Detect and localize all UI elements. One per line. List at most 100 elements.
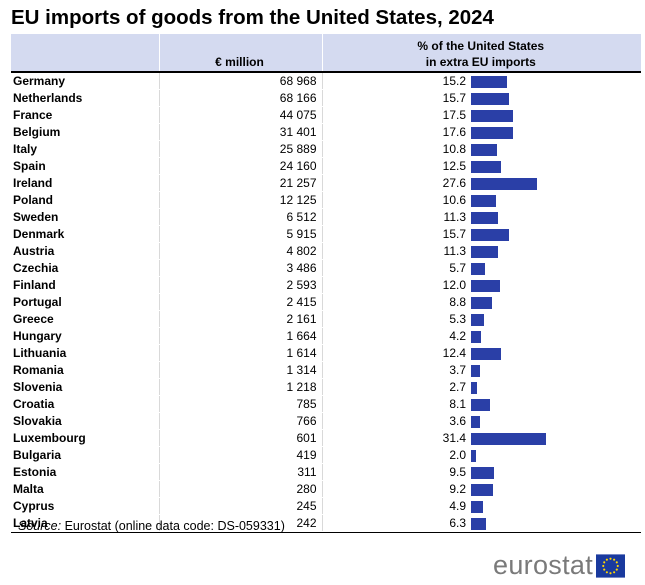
value-cell: 280 (159, 480, 323, 498)
value-cell: 68 968 (159, 71, 323, 90)
percent-cell: 8.8 (322, 293, 471, 311)
country-cell: Ireland (11, 174, 160, 192)
percent-bar-cell (471, 361, 641, 379)
value-cell: 44 075 (159, 106, 323, 124)
table-row: Luxembourg 601 31.4 (11, 429, 641, 447)
percent-bar (471, 347, 501, 360)
percent-bar-cell (471, 259, 641, 277)
value-cell: 2 415 (159, 293, 323, 311)
table-row: Finland 2 593 12.0 (11, 276, 641, 294)
value-cell: 785 (159, 395, 323, 413)
percent-bar-cell (471, 378, 641, 396)
percent-cell: 4.9 (322, 497, 471, 515)
percent-cell: 5.7 (322, 259, 471, 277)
eu-flag-star (609, 557, 612, 560)
value-cell: 245 (159, 497, 323, 515)
percent-cell: 8.1 (322, 395, 471, 413)
page-title: EU imports of goods from the United Stat… (11, 6, 494, 29)
country-cell: Slovakia (11, 412, 160, 430)
percent-bar (471, 466, 494, 479)
percent-cell: 4.2 (322, 327, 471, 345)
table-row: Slovenia 1 218 2.7 (11, 378, 641, 396)
percent-bar-cell (471, 514, 641, 532)
value-cell: 4 802 (159, 242, 323, 260)
country-cell: Luxembourg (11, 429, 160, 447)
country-cell: Poland (11, 191, 160, 209)
percent-bar-cell (471, 327, 641, 345)
table-row: Italy 25 889 10.8 (11, 140, 641, 158)
percent-cell: 9.2 (322, 480, 471, 498)
percent-bar (471, 143, 497, 156)
percent-bar (471, 109, 513, 122)
country-cell: Germany (11, 71, 160, 90)
eu-flag-star (605, 570, 608, 573)
percent-bar (471, 364, 480, 377)
country-cell: Netherlands (11, 89, 160, 107)
percent-bar (471, 177, 537, 190)
eurostat-logo-text: eurostat (493, 550, 593, 580)
percent-bar (471, 75, 507, 88)
header-value-eur-million: € million (158, 34, 322, 72)
table-bottom-rule (11, 532, 641, 533)
country-cell: Finland (11, 276, 160, 294)
table-row: Malta 280 9.2 (11, 480, 641, 498)
percent-bar-cell (471, 157, 641, 175)
table-body: Germany 68 968 15.2 Netherlands 68 166 15.7 Fr… (11, 71, 641, 532)
table-row: Austria 4 802 11.3 (11, 242, 641, 260)
percent-bar-cell (471, 480, 641, 498)
value-cell: 1 614 (159, 344, 323, 362)
percent-cell: 15.7 (322, 89, 471, 107)
table-row: Poland 12 125 10.6 (11, 191, 641, 209)
header-percent-line1: % of the United States (417, 39, 545, 53)
table-row: Estonia 311 9.5 (11, 463, 641, 481)
percent-bar (471, 432, 546, 445)
table-row: Cyprus 245 4.9 (11, 497, 641, 515)
percent-bar-cell (471, 208, 641, 226)
percent-bar (471, 449, 476, 462)
percent-cell: 12.0 (322, 276, 471, 294)
table-row: Lithuania 1 614 12.4 (11, 344, 641, 362)
country-cell: Czechia (11, 259, 160, 277)
table-row: Sweden 6 512 11.3 (11, 208, 641, 226)
percent-cell: 11.3 (322, 208, 471, 226)
eu-flag-star (609, 571, 612, 574)
country-cell: Malta (11, 480, 160, 498)
eu-flag-star (615, 568, 618, 571)
percent-cell: 9.5 (322, 463, 471, 481)
value-cell: 1 314 (159, 361, 323, 379)
value-cell: 242 (159, 514, 323, 532)
value-cell: 24 160 (159, 157, 323, 175)
percent-bar-cell (471, 344, 641, 362)
table-row: Belgium 31 401 17.6 (11, 123, 641, 141)
table-row: Germany 68 968 15.2 (11, 71, 641, 90)
eu-flag-star (603, 568, 606, 571)
percent-cell: 2.0 (322, 446, 471, 464)
header-country (11, 34, 159, 72)
country-cell: Estonia (11, 463, 160, 481)
percent-bar (471, 211, 498, 224)
percent-cell: 12.4 (322, 344, 471, 362)
country-cell: Austria (11, 242, 160, 260)
percent-cell: 3.7 (322, 361, 471, 379)
percent-bar (471, 381, 477, 394)
table-row: Croatia 785 8.1 (11, 395, 641, 413)
value-cell: 2 161 (159, 310, 323, 328)
percent-cell: 12.5 (322, 157, 471, 175)
table-row: Spain 24 160 12.5 (11, 157, 641, 175)
percent-bar (471, 313, 484, 326)
percent-bar-cell (471, 71, 641, 90)
percent-bar-cell (471, 140, 641, 158)
percent-bar-cell (471, 412, 641, 430)
table-row: Portugal 2 415 8.8 (11, 293, 641, 311)
percent-bar-cell (471, 395, 641, 413)
imports-table: € million % of the United States in extr… (11, 34, 641, 532)
percent-bar-cell (471, 174, 641, 192)
table-row: Hungary 1 664 4.2 (11, 327, 641, 345)
table-row: Denmark 5 915 15.7 (11, 225, 641, 243)
percent-bar-cell (471, 310, 641, 328)
percent-bar-cell (471, 293, 641, 311)
value-cell: 601 (159, 429, 323, 447)
table-row: Netherlands 68 166 15.7 (11, 89, 641, 107)
value-cell: 21 257 (159, 174, 323, 192)
value-cell: 5 915 (159, 225, 323, 243)
